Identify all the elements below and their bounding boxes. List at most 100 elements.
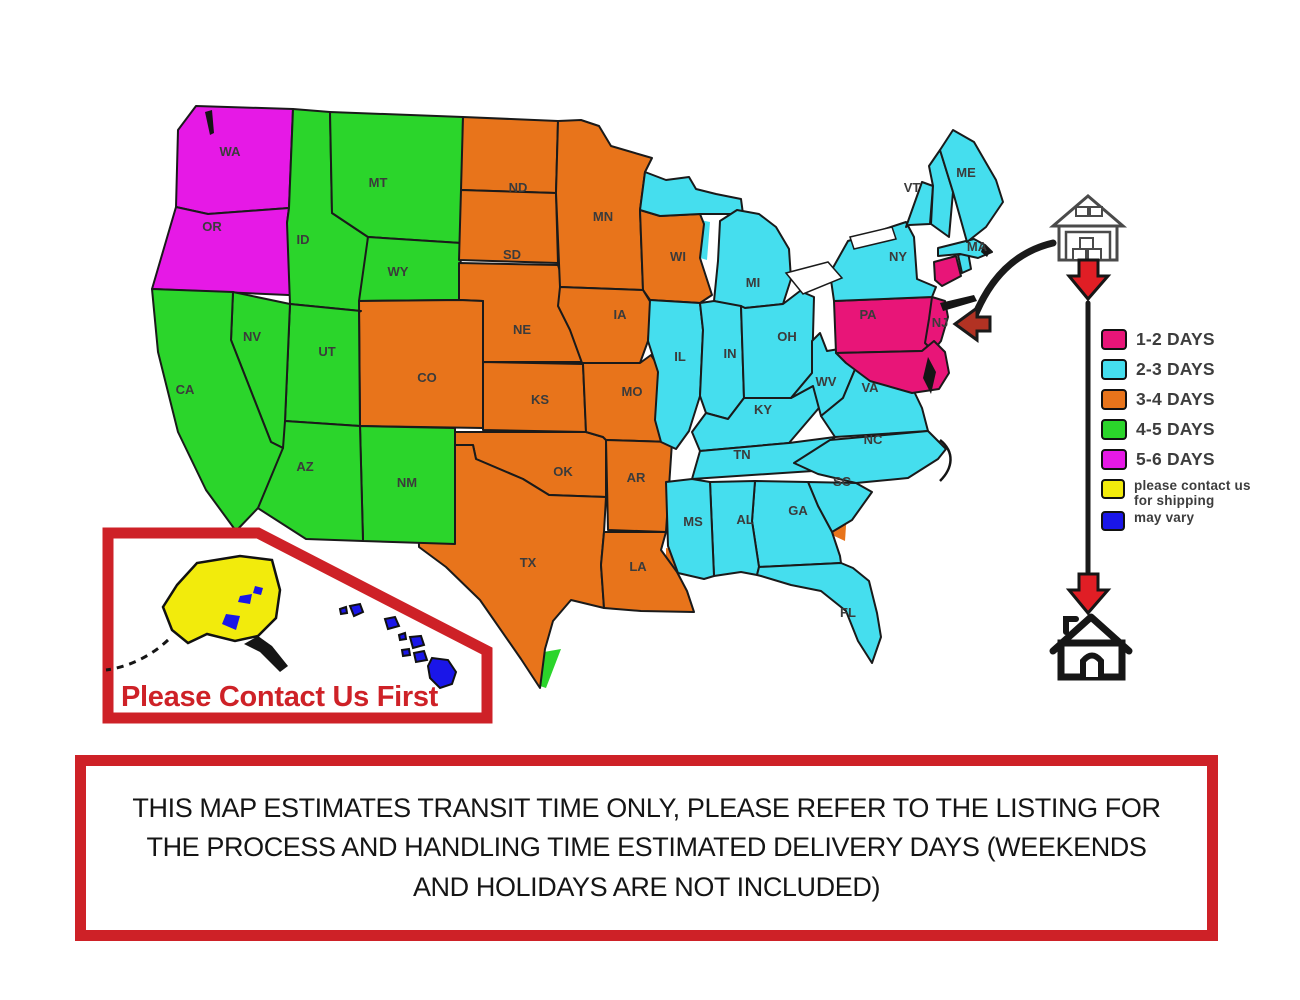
state-label-LA: LA (629, 559, 647, 574)
state-label-SC: SC (833, 474, 852, 489)
state-label-ID: ID (297, 232, 310, 247)
legend-swatch-vary (1101, 510, 1125, 531)
legend-swatch-contact (1101, 479, 1125, 499)
state-label-TX: TX (520, 555, 537, 570)
disclaimer-line-1: THIS MAP ESTIMATES TRANSIT TIME ONLY, PL… (132, 793, 1161, 824)
aleutian-islands (105, 638, 170, 672)
state-label-MN: MN (593, 209, 613, 224)
state-label-OR: OR (202, 219, 222, 234)
state-label-MO: MO (622, 384, 643, 399)
long-island (940, 295, 977, 311)
warehouse-icon (1048, 194, 1128, 262)
hawaii-islands (338, 602, 458, 690)
outer-banks (939, 439, 952, 482)
state-label-OK: OK (553, 464, 573, 479)
state-label-AR: AR (627, 470, 646, 485)
disclaimer-line-3: AND HOLIDAYS ARE NOT INCLUDED) (412, 871, 881, 902)
state-labels: WA OR CA NV ID MT WY UT AZ NM CO ND SD NE KS OK TX MN IA MO… (176, 144, 988, 666)
state-label-KS: KS (531, 392, 549, 407)
legend: 1-2 DAYS 2-3 DAYS 3-4 DAYS 4-5 DAYS 5-6 DAYS… (1101, 329, 1271, 533)
ak-lake-3 (253, 586, 263, 595)
route-group (952, 194, 1133, 681)
alaska-lakes (222, 586, 263, 630)
warehouse-window-1 (1075, 206, 1089, 217)
hi-big-island (426, 656, 458, 690)
legend-swatch-1-2 (1101, 329, 1127, 350)
state-label-TN: TN (733, 447, 750, 462)
state-label-UT: UT (318, 344, 335, 359)
disclaimer-box: THIS MAP ESTIMATES TRANSIT TIME ONLY, PL… (75, 755, 1218, 941)
state-label-AZ: AZ (296, 459, 313, 474)
state-label-NJ: NJ (932, 315, 949, 330)
legend-swatch-5-6 (1101, 449, 1127, 470)
state-label-WV: WV (816, 374, 837, 389)
state-label-CO: CO (417, 370, 437, 385)
hi-island-1 (338, 605, 349, 616)
ak-lake-2 (222, 614, 240, 630)
state-label-MT: MT (369, 175, 388, 190)
arrow-left-icon (952, 305, 992, 343)
chesapeake-bay (923, 357, 936, 394)
house-chimney (1063, 616, 1079, 635)
hi-island-6 (400, 647, 412, 658)
state-label-MI: MI (746, 275, 760, 290)
legend-label-3-4: 3-4 DAYS (1136, 389, 1215, 409)
state-label-WA: WA (220, 144, 242, 159)
state-label-VT: VT (904, 180, 921, 195)
hi-island-4 (397, 631, 408, 642)
state-label-KY: KY (754, 402, 772, 417)
hi-island-7 (412, 649, 429, 664)
legend-item-1-2: 1-2 DAYS (1101, 329, 1271, 350)
legend-label-5-6: 5-6 DAYS (1136, 449, 1215, 469)
state-label-GA: GA (788, 503, 808, 518)
warehouse-box-1 (1072, 248, 1087, 261)
puget-sound (205, 110, 214, 135)
coast-details (205, 110, 991, 482)
arrow-down-icon-bottom (1065, 572, 1112, 616)
legend-item-3-4: 3-4 DAYS (1101, 389, 1271, 410)
hi-island-5 (408, 634, 426, 650)
state-label-FL: FL (840, 605, 856, 620)
state-label-NE: NE (513, 322, 531, 337)
house-door (1080, 652, 1104, 677)
state-label-MA: MA (967, 239, 988, 254)
legend-item-contact: please contact us for shipping (1101, 478, 1271, 509)
great-lakes (784, 226, 897, 295)
legend-swatch-3-4 (1101, 389, 1127, 410)
ak-lake-1 (238, 594, 252, 604)
hi-island-2 (348, 602, 365, 618)
state-label-ME: ME (956, 165, 976, 180)
state-label-SD: SD (503, 247, 521, 262)
inset-box-group (102, 527, 493, 724)
warehouse-box-2 (1087, 248, 1102, 261)
legend-label-contact: please contact us for shipping (1134, 478, 1251, 508)
state-label-WY: WY (388, 264, 409, 279)
legend-label-1-2: 1-2 DAYS (1136, 329, 1215, 349)
arrow-down-icon-top (1065, 258, 1112, 302)
state-label-CA: CA (176, 382, 195, 397)
legend-label-vary: may vary (1134, 509, 1195, 525)
warehouse-window-2 (1089, 206, 1103, 217)
state-label-NY: NY (889, 249, 907, 264)
state-label-OH: OH (777, 329, 797, 344)
state-label-MS: MS (683, 514, 703, 529)
state-label-NC: NC (864, 432, 883, 447)
state-label-IL: IL (674, 349, 686, 364)
alaska-panhandle (244, 636, 288, 672)
lake-erie (784, 261, 844, 295)
house-roof (1049, 613, 1133, 655)
state-label-WI: WI (670, 249, 686, 264)
legend-swatch-4-5 (1101, 419, 1127, 440)
house-icon (1049, 613, 1133, 681)
state-label-AL: AL (736, 512, 753, 527)
state-label-ND: ND (509, 180, 528, 195)
state-label-VA: VA (861, 380, 879, 395)
legend-label-2-3: 2-3 DAYS (1136, 359, 1215, 379)
state-label-IN: IN (724, 346, 737, 361)
legend-swatch-2-3 (1101, 359, 1127, 380)
disclaimer-line-2: THE PROCESS AND HANDLING TIME ESTIMATED … (146, 832, 1147, 863)
hi-island-3 (383, 615, 401, 631)
state-label-NV: NV (243, 329, 261, 344)
warehouse-box-3 (1079, 237, 1094, 250)
